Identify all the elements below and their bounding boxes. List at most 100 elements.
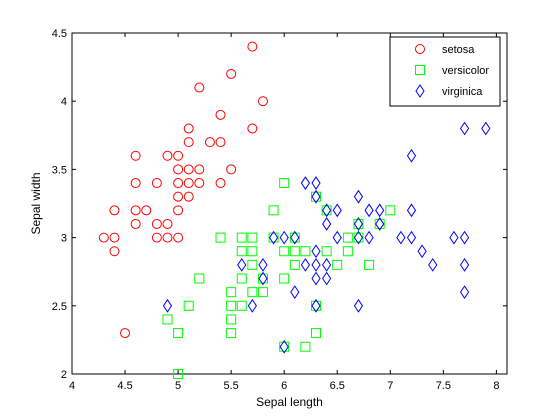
versicolor-point	[226, 300, 237, 311]
setosa-point	[173, 178, 184, 189]
virginica-point	[332, 230, 342, 245]
x-tick-label: 4	[69, 380, 75, 392]
versicolor-point	[247, 287, 258, 298]
virginica-point	[162, 298, 173, 313]
virginica-point	[311, 298, 321, 313]
virginica-point	[311, 271, 321, 286]
versicolor-point	[385, 205, 396, 216]
virginica-point	[311, 244, 321, 259]
virginica-point	[406, 148, 417, 163]
legend-entry-virginica: virginica	[415, 84, 483, 98]
setosa-point	[173, 205, 184, 216]
setosa-point	[183, 178, 194, 189]
virginica-point	[364, 230, 374, 245]
setosa-point	[247, 41, 258, 52]
versicolor-point	[342, 246, 353, 257]
versicolor-point	[257, 287, 268, 298]
setosa-point	[162, 150, 173, 161]
versicolor-point	[215, 232, 226, 243]
virginica-point	[353, 230, 364, 245]
legend-entry-versicolor: versicolor	[415, 65, 489, 77]
virginica-point	[258, 257, 268, 272]
versicolor-point	[183, 300, 194, 311]
setosa-point	[109, 246, 120, 257]
legend: setosa versicolor virginica	[389, 36, 501, 107]
virginica-point	[417, 244, 427, 259]
setosa-point	[257, 96, 268, 107]
versicolor-point	[364, 259, 375, 270]
virginica-point	[322, 203, 332, 218]
virginica-point	[459, 285, 470, 300]
versicolor-point	[289, 246, 300, 257]
virginica-point	[406, 203, 417, 218]
x-tick-label: 4.5	[117, 380, 132, 392]
legend-label: setosa	[442, 44, 475, 56]
setosa-point	[109, 232, 120, 243]
legend-marker-virginica	[415, 84, 425, 98]
setosa-point	[162, 218, 173, 229]
y-tick-label: 2	[61, 369, 67, 381]
setosa-point	[173, 232, 184, 243]
virginica-point	[311, 189, 321, 204]
virginica-point	[290, 285, 300, 300]
virginica-point	[237, 257, 247, 272]
virginica-point	[375, 217, 385, 231]
setosa-point	[226, 68, 237, 79]
virginica-point	[279, 339, 289, 354]
virginica-point	[311, 176, 321, 190]
versicolor-point	[236, 246, 247, 257]
series-setosa	[98, 41, 268, 339]
virginica-point	[459, 121, 470, 136]
virginica-point	[322, 271, 332, 286]
setosa-point	[151, 232, 162, 243]
versicolor-point	[247, 259, 258, 270]
y-tick-label: 4	[61, 96, 67, 108]
versicolor-point	[279, 273, 290, 284]
setosa-point	[151, 178, 162, 189]
setosa-point	[194, 178, 205, 189]
virginica-point	[290, 230, 300, 245]
versicolor-point	[300, 341, 311, 352]
setosa-point	[98, 232, 109, 243]
setosa-point	[141, 205, 152, 216]
setosa-point	[120, 328, 131, 339]
x-axis-ticks: 4 4.5 5 5.5 6 6.5 7 7.5 8	[69, 33, 499, 392]
virginica-point	[279, 230, 289, 245]
virginica-point	[353, 217, 364, 231]
versicolor-point	[321, 246, 332, 257]
x-tick-label: 7	[387, 380, 393, 392]
setosa-point	[130, 178, 141, 189]
versicolor-point	[268, 205, 279, 216]
versicolor-point	[311, 328, 322, 339]
virginica-point	[322, 257, 332, 272]
virginica-point	[300, 257, 311, 272]
y-tick-label: 2.5	[52, 301, 67, 313]
setosa-point	[173, 164, 184, 175]
setosa-point	[194, 82, 205, 93]
data-markers	[98, 41, 491, 379]
virginica-point	[459, 230, 470, 245]
versicolor-point	[236, 273, 247, 284]
versicolor-point	[300, 246, 311, 257]
setosa-point	[130, 218, 141, 229]
setosa-point	[226, 164, 237, 175]
virginica-point	[459, 257, 470, 272]
y-axis-ticks: 2 2.5 3 3.5 4 4.5	[52, 28, 507, 381]
versicolor-point	[173, 369, 184, 379]
virginica-point	[268, 230, 279, 245]
setosa-point	[109, 205, 120, 216]
setosa-point	[173, 191, 184, 202]
versicolor-point	[279, 178, 290, 189]
y-tick-label: 4.5	[52, 28, 67, 40]
x-tick-label: 6.5	[330, 380, 345, 392]
virginica-point	[300, 176, 311, 190]
versicolor-point	[289, 259, 300, 270]
virginica-point	[364, 203, 374, 218]
virginica-point	[258, 271, 268, 286]
series-versicolor	[162, 178, 396, 379]
versicolor-point	[226, 314, 237, 325]
setosa-point	[151, 218, 162, 229]
y-axis-label: Sepal width	[29, 172, 43, 234]
x-tick-label: 6	[281, 380, 287, 392]
